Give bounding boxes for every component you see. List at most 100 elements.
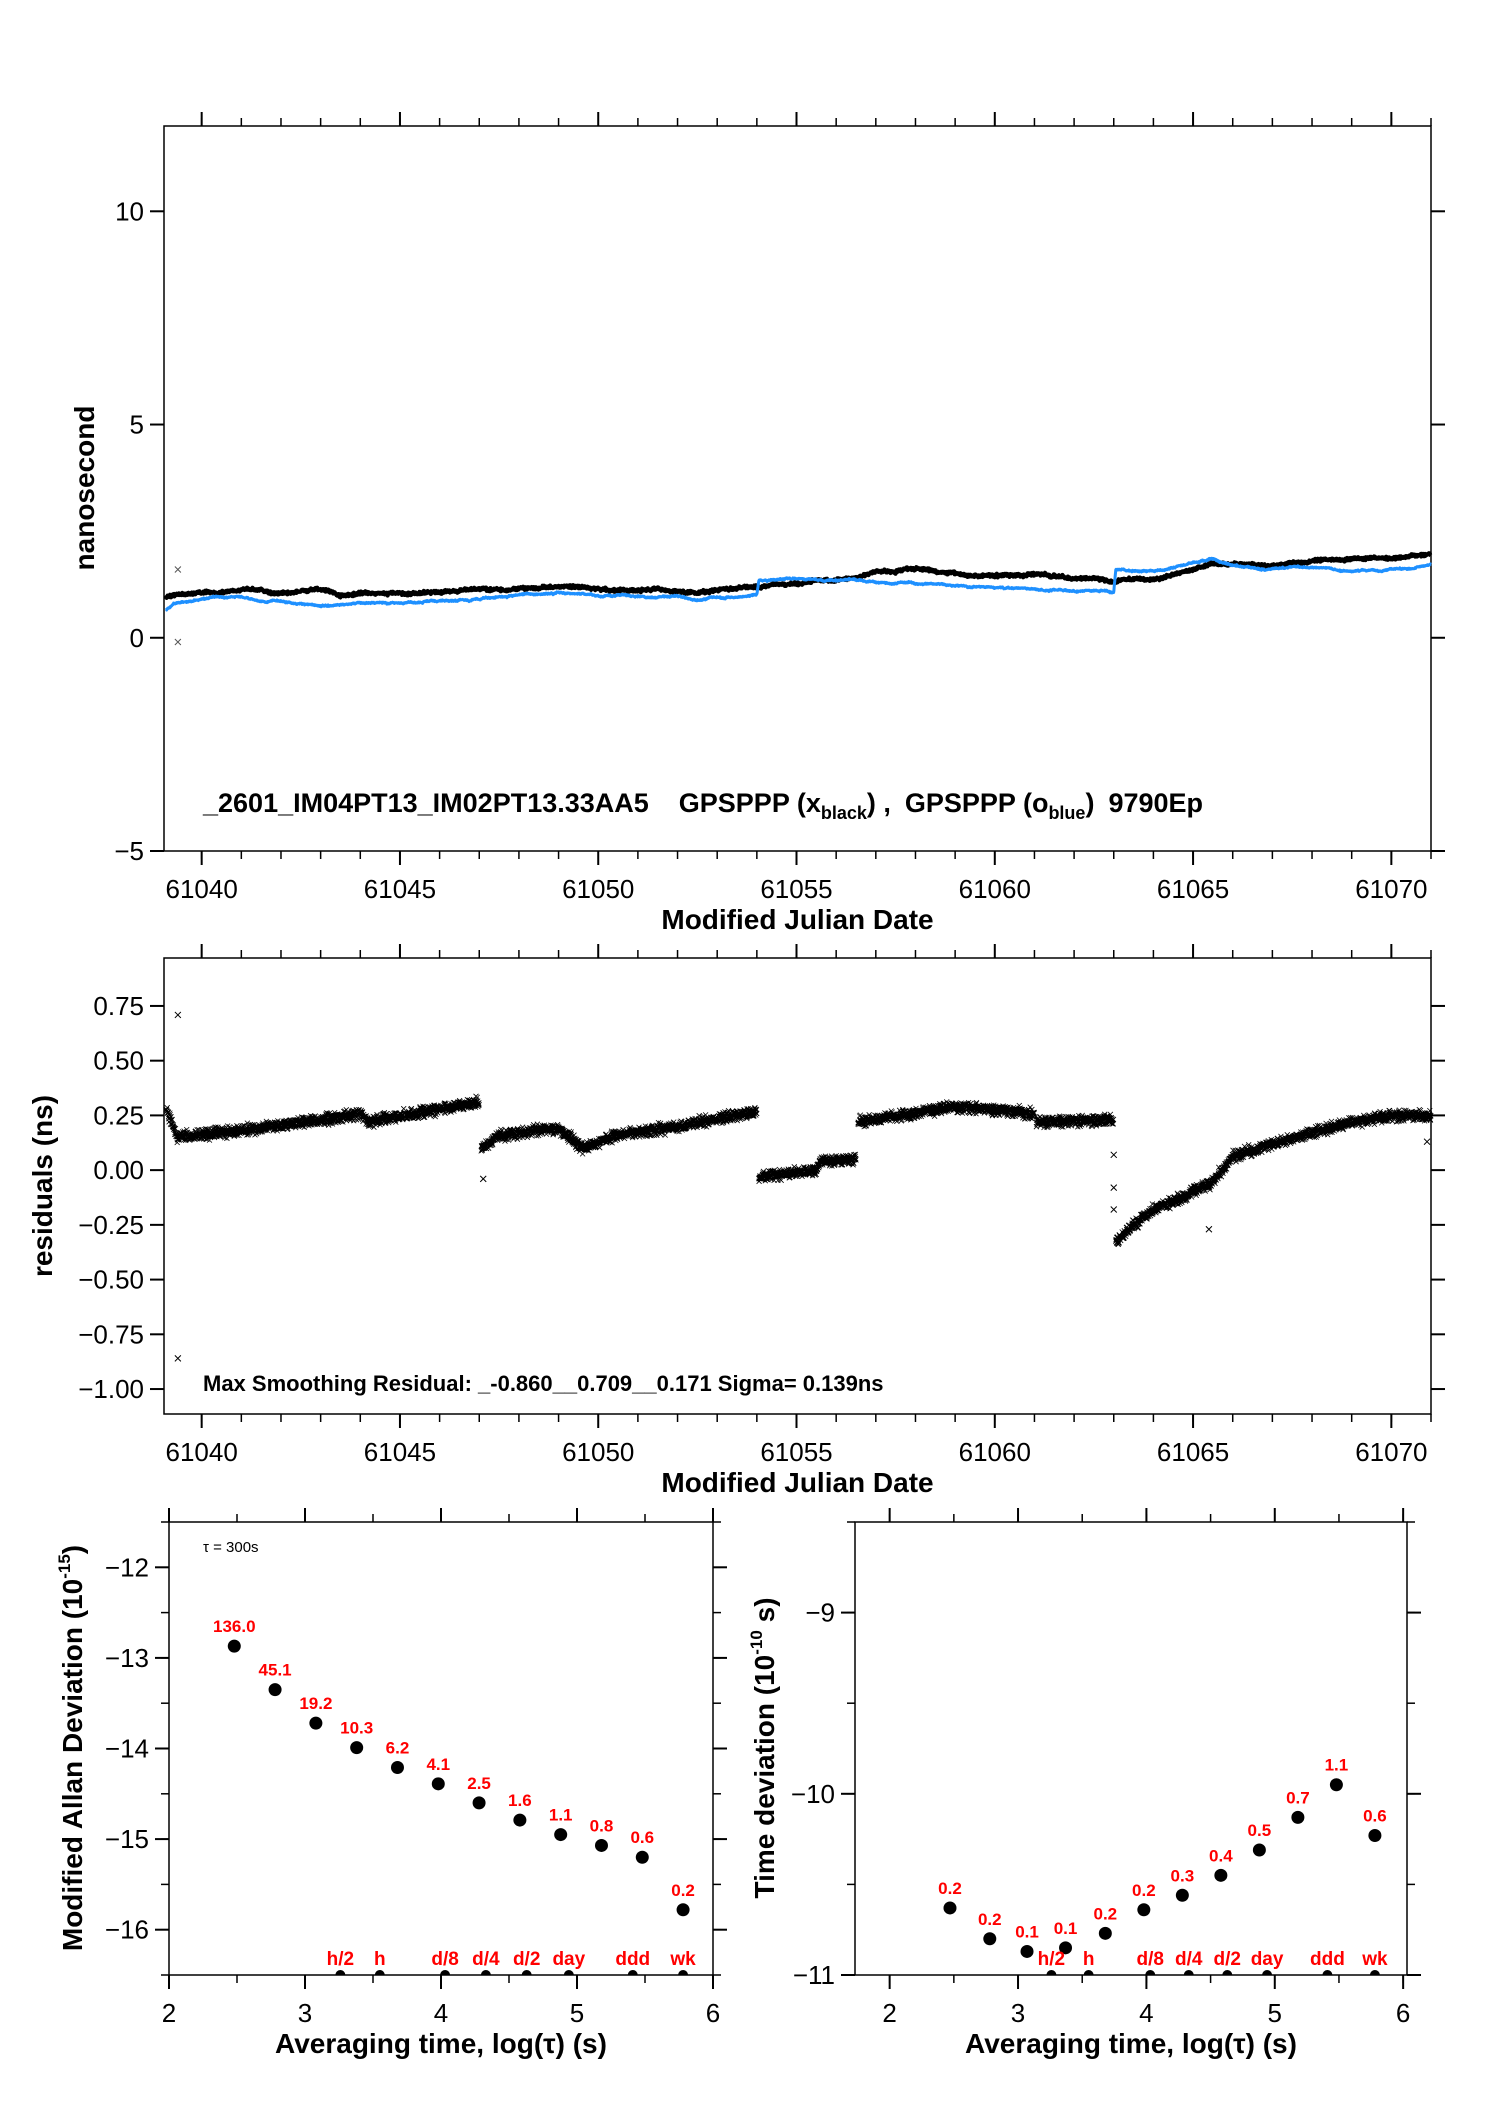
x-tick-label: 3	[298, 1998, 312, 2028]
event-marker	[335, 1970, 346, 1975]
y-tick-label: −10	[791, 1779, 835, 1809]
plot-frame	[163, 125, 1432, 852]
epoch-label: 9790Ep	[1108, 788, 1203, 818]
outlier-marker	[174, 638, 182, 646]
data-point	[943, 1901, 957, 1915]
data-point	[390, 1761, 404, 1775]
y-axis-title-exponent: -10	[747, 1630, 766, 1655]
series-black-line	[164, 551, 1433, 600]
y-tick-label: 5	[130, 410, 144, 440]
y-tick-label: 0.75	[93, 991, 144, 1021]
y-axis-title-main: Time deviation (10	[749, 1655, 780, 1899]
residual-outlier	[1110, 1184, 1118, 1191]
data-point-label: 0.6	[630, 1828, 654, 1847]
data-point-label: 2.5	[467, 1774, 491, 1793]
y-tick-label: −13	[105, 1643, 149, 1673]
y-tick-label: −0.50	[78, 1265, 144, 1295]
x-tick-label: 61055	[760, 1437, 832, 1467]
residual-points	[478, 1104, 760, 1157]
x-tick-label: 2	[882, 1998, 896, 2028]
data-point	[1291, 1810, 1305, 1824]
event-marker	[1183, 1970, 1194, 1975]
y-axis-title-exponent: -15	[55, 1554, 74, 1579]
event-label: h/2	[327, 1949, 354, 1970]
data-point-label: 136.0	[213, 1617, 256, 1636]
data-point	[1329, 1778, 1343, 1792]
plot-frame	[163, 957, 1432, 1415]
series1-subscript: black	[821, 803, 868, 823]
data-point	[472, 1796, 486, 1810]
y-tick-label: −0.25	[78, 1210, 144, 1240]
series1-label: GPSPPP (x	[679, 788, 821, 818]
series2-suffix: )	[1085, 788, 1094, 818]
data-point-label: 1.6	[508, 1791, 532, 1810]
x-tick-label: 4	[1139, 1998, 1153, 2028]
y-axis-title: Time deviation (10-10 s)	[747, 1597, 780, 1898]
residual-outlier	[479, 1175, 487, 1183]
data-point	[635, 1850, 649, 1864]
residual-points	[1033, 1111, 1117, 1131]
y-axis-title: Modified Allan Deviation (10-15)	[55, 1545, 88, 1951]
data-point	[1137, 1903, 1151, 1917]
data-point-label: 0.2	[671, 1881, 695, 1900]
data-point-label: 19.2	[299, 1694, 332, 1713]
tau-note: τ = 300s	[203, 1539, 259, 1556]
y-tick-label: −12	[105, 1552, 149, 1582]
time-deviation-plot: 2 3 4 5 6 −11 −10 −9 Averaging time, log(τ) (s) T…	[747, 1508, 1421, 2059]
x-tick-label: 61070	[1355, 1437, 1427, 1467]
event-marker	[1369, 1970, 1380, 1975]
y-axis-title: residuals (ns)	[27, 1095, 58, 1277]
x-tick-label: 61050	[562, 1437, 634, 1467]
event-label: d/8	[1137, 1949, 1164, 1970]
y-tick-label: −5	[114, 836, 144, 866]
event-marker	[521, 1970, 532, 1975]
data-point	[227, 1639, 241, 1653]
data-point-label: 0.2	[938, 1879, 962, 1898]
data-point	[676, 1903, 690, 1917]
y-axis-title-end: )	[57, 1545, 88, 1554]
x-tick-label: 61070	[1355, 874, 1427, 904]
y-tick-label: 0.50	[93, 1046, 144, 1076]
data-point-label: 1.1	[549, 1806, 573, 1825]
event-label: d/4	[1175, 1949, 1203, 1970]
y-axis-title-main: Modified Allan Deviation (10	[57, 1579, 88, 1951]
series1-suffix: ) ,	[867, 788, 891, 818]
data-point-label: 0.2	[978, 1910, 1002, 1929]
plot-frame	[168, 1521, 714, 1976]
x-tick-label: 61065	[1157, 874, 1229, 904]
event-label: h	[374, 1949, 386, 1970]
event-label: h/2	[1038, 1949, 1065, 1970]
y-tick-label: −15	[105, 1824, 149, 1854]
x-tick-label: 5	[1268, 1998, 1282, 2028]
residuals-plot: 61040 61045 61050 61055 61060 61065 61070 −1.00…	[27, 944, 1445, 1498]
residual-outlier	[174, 1355, 182, 1362]
data-point	[1059, 1941, 1073, 1955]
data-point	[1175, 1888, 1189, 1902]
event-label: day	[1251, 1949, 1284, 1970]
event-marker	[1145, 1970, 1156, 1975]
x-tick-label: 61045	[364, 874, 436, 904]
event-label: d/2	[513, 1949, 540, 1970]
data-point	[431, 1777, 445, 1791]
residual-points	[163, 1093, 482, 1146]
y-tick-label: 0.00	[93, 1155, 144, 1185]
data-point-label: 10.3	[340, 1719, 373, 1738]
residual-outlier	[1110, 1206, 1118, 1213]
x-tick-label: 4	[434, 1998, 448, 2028]
plot-annotation: _2601_IM04PT13_IM02PT13.33AA5 GPSPPP (xbl…	[202, 788, 1203, 823]
y-tick-label: −1.00	[78, 1374, 144, 1404]
series2-subscript: blue	[1048, 803, 1085, 823]
x-tick-label: 5	[570, 1998, 584, 2028]
time-series-plot: 61040 61045 61050 61055 61060 61065 61070 −5 0 5 1…	[69, 112, 1445, 935]
data-point	[309, 1716, 323, 1730]
event-label: wk	[1361, 1949, 1388, 1970]
y-tick-label: −11	[793, 1960, 835, 1990]
event-label: d/4	[472, 1949, 500, 1970]
outlier-marker	[174, 566, 182, 573]
data-point-label: 0.1	[1054, 1919, 1078, 1938]
residual-points	[756, 1151, 859, 1185]
data-point-label: 0.2	[1094, 1904, 1118, 1923]
x-axis-title: Modified Julian Date	[661, 904, 933, 935]
residual-points	[1112, 1106, 1434, 1248]
y-axis-title-end: s)	[749, 1597, 780, 1630]
